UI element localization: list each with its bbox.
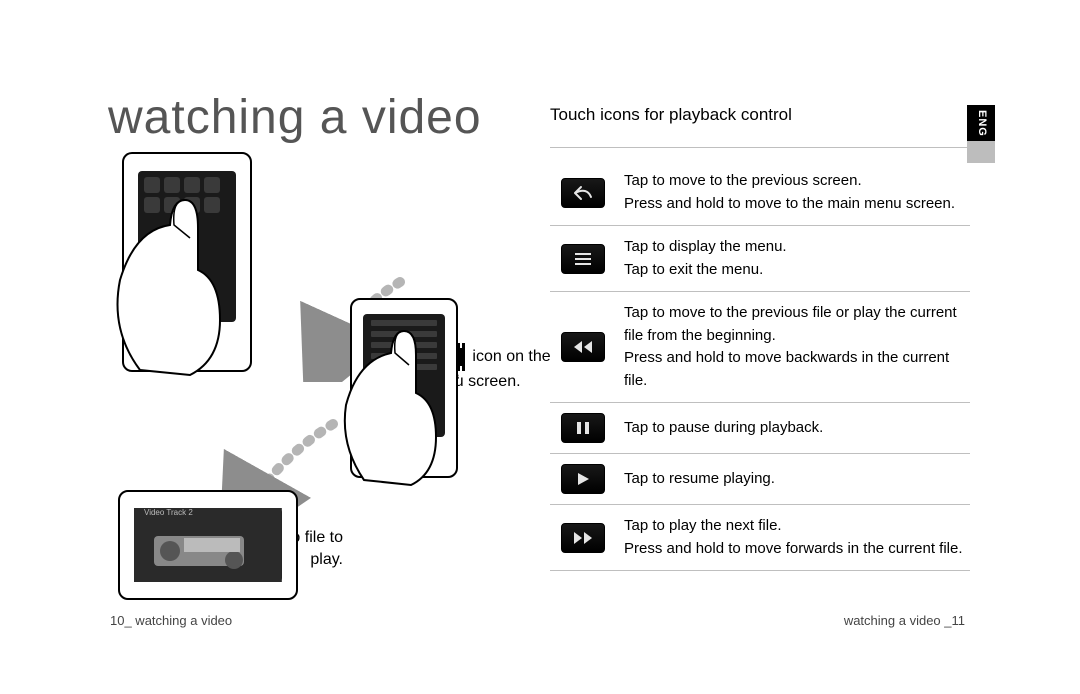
timecode: 0:35: [144,308,164,318]
control-row-next: Tap to play the next file.Press and hold… [550,505,970,571]
control-row-back: Tap to move to the previous screen.Press… [550,148,970,226]
footer-right: watching a video _11 [844,613,965,628]
control-icon-cell [550,244,616,274]
video-frame [134,508,282,582]
control-icon-cell [550,178,616,208]
control-icon-cell [550,413,616,443]
control-description: Tap to pause during playback. [616,417,970,440]
device-step3: Video Track 2 [118,490,298,600]
control-description: Tap to display the menu.Tap to exit the … [616,236,970,281]
control-icon-cell [550,523,616,553]
play-icon [561,464,605,494]
video-track-label: Video Track 2 [144,508,193,517]
playback-controls-title: Touch icons for playback control [550,105,970,125]
footer-left: 10_ watching a video [110,613,232,628]
language-label: ENG [976,110,988,137]
back-icon [561,178,605,208]
control-row-play: Tap to resume playing. [550,454,970,505]
control-description: Tap to resume playing. [616,468,970,491]
device-step2 [350,298,458,478]
prev-icon [561,332,605,362]
next-icon [561,523,605,553]
control-description: Tap to play the next file.Press and hold… [616,515,970,560]
page-title: watching a video [108,90,482,145]
control-row-pause: Tap to pause during playback. [550,403,970,454]
video-file-list [363,314,444,381]
control-description: Tap to move to the previous file or play… [616,302,970,392]
device-step1: 0:35: [122,152,252,372]
illustration-area: 0:35: Tap the Videos icon on the main Tm… [100,150,530,620]
control-description: Tap to move to the previous screen.Press… [616,170,970,215]
control-row-menu: Tap to display the menu.Tap to exit the … [550,226,970,292]
playback-controls-section: Touch icons for playback control Tap to … [550,105,970,571]
control-row-prev: Tap to move to the previous file or play… [550,292,970,403]
control-icon-cell [550,464,616,494]
home-icons [138,171,236,219]
control-icon-cell [550,332,616,362]
menu-icon [561,244,605,274]
pause-icon [561,413,605,443]
